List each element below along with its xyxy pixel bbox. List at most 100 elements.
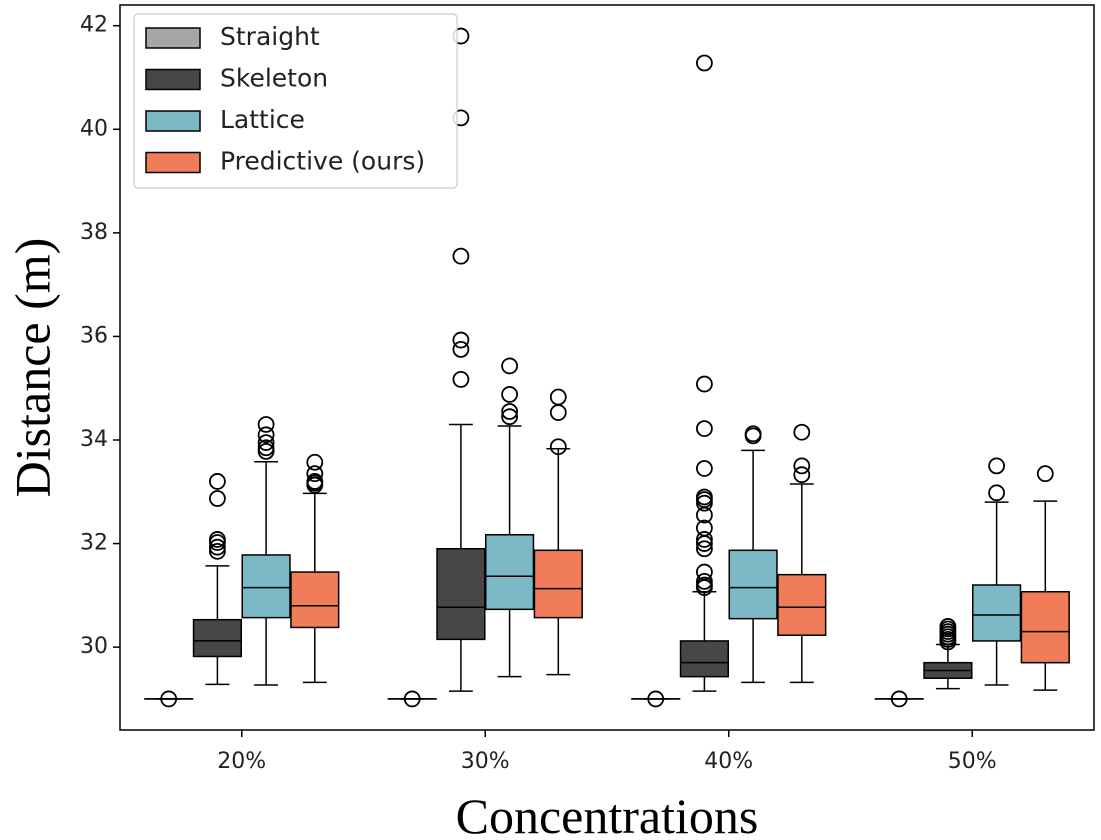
outlier-point: [452, 371, 470, 388]
box-0: [290, 453, 340, 684]
box-3: [971, 457, 1022, 686]
outlier-point: [160, 690, 178, 708]
outlier-point: [647, 690, 665, 708]
box-1: [484, 357, 535, 678]
box-iqr: [290, 571, 340, 629]
x-axis-title: Concentrations: [456, 788, 759, 840]
x-tick-label: 30%: [461, 749, 510, 774]
box-2: [631, 690, 681, 708]
outlier-point: [257, 416, 275, 433]
outlier-point: [501, 386, 519, 403]
y-tick-label: 38: [80, 220, 108, 245]
outlier-point: [549, 388, 567, 406]
y-tick-label: 30: [80, 634, 108, 659]
box-3: [874, 690, 924, 708]
series-straight: [144, 690, 924, 708]
outlier-point: [696, 420, 713, 438]
box-iqr: [241, 554, 291, 619]
legend-item: Lattice: [145, 105, 305, 134]
box-iqr: [728, 549, 778, 620]
outlier-point: [1036, 465, 1054, 483]
box-2: [728, 425, 778, 684]
box-0: [192, 473, 243, 686]
chart-marks: [144, 27, 1070, 708]
outlier-point: [793, 457, 811, 475]
series-lattice: [241, 357, 1022, 686]
outlier-point: [257, 426, 275, 444]
outlier-point: [696, 519, 713, 537]
outlier-point: [501, 403, 519, 420]
legend-label: Lattice: [220, 105, 305, 134]
legend-swatch: [145, 110, 201, 132]
legend-item: Predictive (ours): [145, 147, 425, 176]
outlier-point: [306, 473, 324, 490]
outlier-point: [501, 357, 519, 375]
box-0: [241, 416, 291, 686]
outlier-point: [306, 453, 324, 471]
outlier-point: [988, 457, 1005, 475]
outlier-point: [988, 484, 1005, 502]
legend-item: Straight: [145, 22, 320, 51]
outlier-point: [452, 340, 470, 358]
box-iqr: [436, 548, 486, 641]
x-tick-label: 20%: [217, 749, 266, 774]
outlier-point: [549, 438, 567, 456]
outlier-point: [744, 425, 762, 443]
y-tick-label: 36: [80, 323, 108, 348]
outlier-point: [890, 690, 908, 708]
outlier-point: [696, 54, 713, 72]
outlier-point: [696, 563, 713, 581]
outlier-point: [793, 423, 811, 441]
legend: Straight Skeleton Lattice Predictive (ours): [133, 13, 458, 189]
box-iqr: [192, 618, 243, 658]
y-axis: 30 32 34 36 38 40 42: [80, 13, 120, 659]
box-2: [679, 54, 730, 692]
outlier-point: [208, 473, 226, 490]
outlier-point: [696, 531, 713, 548]
box-1: [533, 388, 583, 676]
box-2: [777, 423, 827, 684]
outlier-point: [501, 408, 519, 426]
legend-label: Skeleton: [220, 64, 328, 93]
box-3: [1020, 465, 1070, 691]
outlier-point: [257, 434, 275, 451]
box-iqr: [484, 534, 535, 611]
box-iqr: [971, 584, 1022, 642]
outlier-point: [403, 690, 421, 708]
legend-label: Predictive (ours): [220, 147, 425, 176]
y-axis-title: Distance (m): [4, 238, 60, 498]
x-tick-label: 40%: [704, 749, 753, 774]
series-skeleton: [192, 27, 973, 692]
box-iqr: [679, 640, 730, 678]
legend-label: Straight: [220, 22, 320, 51]
box-iqr: [1020, 590, 1070, 664]
outlier-point: [208, 538, 226, 556]
box-0: [144, 690, 194, 708]
legend-swatch: [145, 151, 201, 174]
plot-frame: [119, 4, 1095, 731]
series-predictive-ours: [290, 388, 1070, 691]
outlier-point: [696, 488, 713, 506]
outlier-point: [257, 439, 275, 457]
outlier-point: [696, 540, 713, 558]
outlier-point: [208, 542, 226, 560]
legend-swatch: [145, 27, 201, 49]
legend-swatch: [145, 68, 201, 91]
box-1: [387, 690, 437, 708]
box-iqr: [533, 549, 583, 619]
y-tick-label: 42: [80, 13, 108, 38]
legend-frame: [133, 13, 458, 189]
y-tick-label: 34: [80, 427, 108, 452]
box-1: [436, 27, 486, 692]
x-tick-label: 50%: [948, 749, 997, 774]
outlier-point: [696, 375, 713, 393]
y-tick-label: 40: [80, 116, 108, 141]
outlier-point: [452, 331, 470, 349]
outlier-point: [452, 247, 470, 265]
outlier-point: [208, 490, 226, 507]
box-iqr: [777, 573, 827, 636]
outlier-point: [306, 465, 324, 483]
box-3: [923, 618, 973, 690]
outlier-point: [696, 572, 713, 590]
